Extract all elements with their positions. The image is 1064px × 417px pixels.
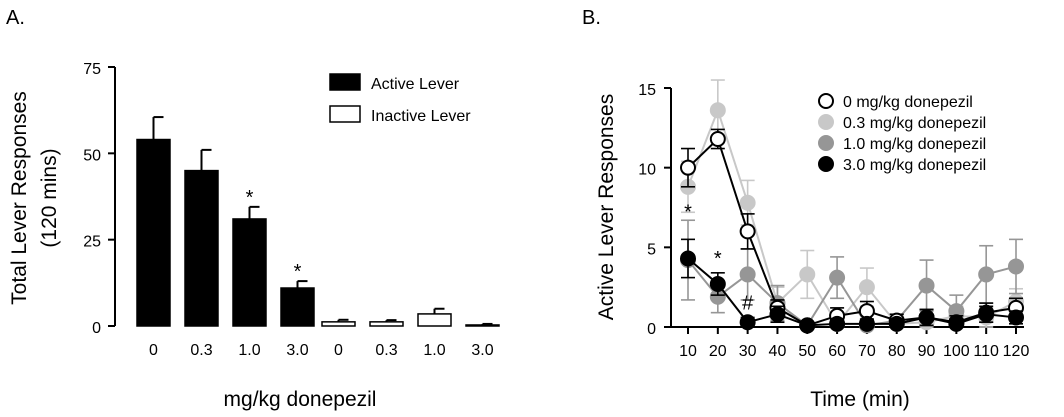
panel-a-xlabel: mg/kg donepezil [224, 388, 377, 411]
panel-a-ylabel-line2: (120 mins) [38, 148, 61, 247]
significance-marker: * [246, 187, 254, 209]
legend-label: 1.0 mg/kg donepezil [843, 136, 986, 153]
data-point [829, 269, 846, 286]
data-point [829, 315, 846, 332]
data-point [709, 102, 726, 119]
panel-b-ytick-label: 0 [647, 321, 656, 338]
panel-b-xtick-label: 50 [798, 343, 816, 360]
panel-b-ylabel: Active Lever Responses [595, 94, 618, 320]
data-point [680, 159, 696, 176]
panel-b-xtick-label: 40 [769, 343, 787, 360]
panel-b-xtick-label: 10 [679, 343, 697, 360]
panel-b-xtick-label: 20 [709, 343, 727, 360]
panel-b-xtick-label: 100 [943, 343, 970, 360]
panel-a-ylabel-line1: Total Lever Responses [8, 91, 31, 305]
data-point [858, 279, 875, 296]
data-point [1008, 309, 1024, 326]
panel-b-ytick-label: 10 [638, 162, 656, 179]
legend-swatch [329, 105, 361, 123]
panel-a-ytick-label: 50 [83, 147, 101, 164]
panel-a-legend: Active Lever Inactive Lever [329, 73, 471, 125]
panel-a-xtick-label: 1.0 [238, 342, 260, 359]
panel-b-xlabel: Time (min) [810, 388, 910, 411]
data-point [739, 223, 756, 240]
data-point [739, 314, 756, 331]
panel-a-xtick-label: 0.3 [375, 342, 397, 359]
panel-b-xtick-label: 30 [739, 343, 757, 360]
panel-b-xtick-label: 80 [888, 343, 906, 360]
legend-marker [818, 156, 834, 172]
panel-b-ytick-label: 15 [638, 82, 656, 99]
data-point [769, 306, 786, 323]
legend-label: 0.3 mg/kg donepezil [843, 115, 986, 132]
legend-label: Inactive Lever [371, 108, 471, 125]
panel-a-xtick-label: 0 [149, 342, 158, 359]
significance-marker: * [714, 248, 722, 270]
data-point [858, 315, 875, 332]
panel-a-xtick-label: 3.0 [286, 342, 308, 359]
legend-label: 3.0 mg/kg donepezil [843, 157, 986, 174]
data-point [918, 309, 935, 326]
panel-a-xtick-label: 0 [334, 342, 343, 359]
series-line [687, 257, 1017, 327]
data-point [978, 306, 995, 323]
panel-a-label: A. [6, 7, 25, 29]
legend-marker [818, 93, 834, 109]
panel-b-label: B. [582, 7, 601, 29]
legend-label: Active Lever [371, 76, 460, 93]
bar-active-lever [184, 169, 219, 327]
data-point [948, 315, 965, 332]
bar-active-lever [232, 218, 267, 327]
panel-a-xtick-label: 1.0 [423, 342, 445, 359]
significance-marker: * [294, 261, 302, 283]
bar-inactive-lever [465, 324, 500, 327]
data-point [709, 130, 726, 147]
data-point [799, 266, 816, 283]
panel-b-ytick-label: 5 [647, 241, 656, 258]
data-point [888, 315, 905, 332]
data-point [1008, 258, 1024, 275]
data-point [739, 194, 756, 211]
panel-b-xtick-label: 110 [973, 343, 999, 360]
bar-inactive-lever [369, 321, 404, 327]
panel-b-xtick-label: 90 [918, 343, 936, 360]
panel-a-ytick-label: 25 [83, 234, 101, 251]
panel-a: A. Total Lever Responses (120 mins) mg/k… [6, 7, 500, 411]
panel-b-xtick-label: 70 [858, 343, 876, 360]
panel-b-xtick-label: 60 [828, 343, 846, 360]
significance-marker: * [684, 202, 692, 224]
significance-marker: # [742, 292, 754, 314]
data-point [978, 266, 995, 283]
panel-a-ytick-label: 0 [92, 320, 101, 337]
bar-active-lever [136, 138, 171, 327]
bar-active-lever [280, 287, 315, 327]
legend-swatch [329, 73, 361, 91]
legend-label: 0 mg/kg donepezil [843, 94, 973, 111]
panel-a-xtick-label: 0.3 [190, 342, 212, 359]
panel-a-xtick-label: 3.0 [471, 342, 493, 359]
panel-b-legend: 0 mg/kg donepezil 0.3 mg/kg donepezil 1.0 … [818, 93, 986, 174]
legend-marker [818, 135, 834, 151]
panel-b: B. Active Lever Responses Time (min) 0 5 1… [582, 7, 1029, 411]
legend-marker [818, 114, 834, 130]
panel-a-ytick-label: 75 [83, 61, 101, 78]
panel-b-xtick-label: 120 [1003, 343, 1030, 360]
data-point [739, 266, 756, 283]
data-point [918, 277, 935, 294]
data-point [799, 317, 816, 334]
data-point [709, 275, 726, 292]
bar-inactive-lever [321, 321, 356, 327]
bar-inactive-lever [417, 313, 452, 327]
data-point [680, 250, 696, 267]
